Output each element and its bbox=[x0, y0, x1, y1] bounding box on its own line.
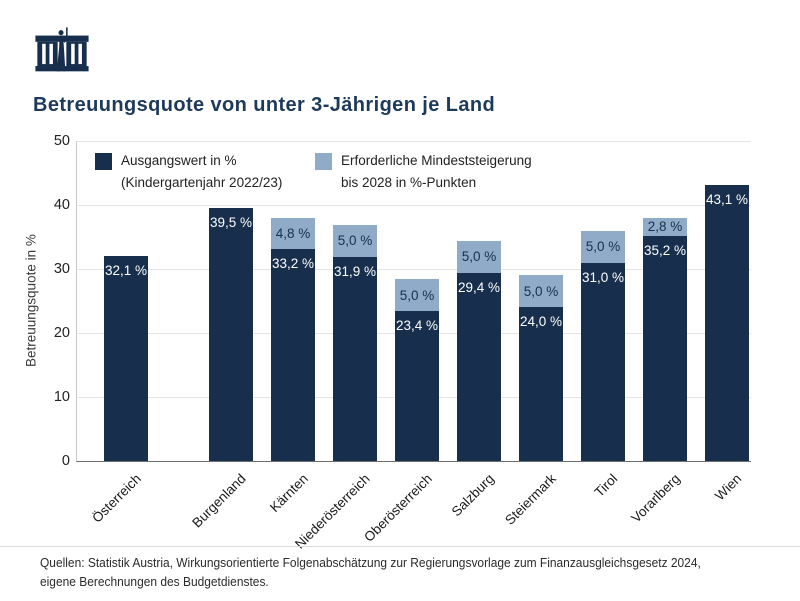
bar-segment-base: 23,4 % bbox=[395, 311, 439, 461]
bar-value-label-increase: 5,0 % bbox=[399, 287, 435, 303]
y-axis-ticks: 0 10 20 30 40 50 bbox=[0, 133, 70, 471]
bar-segment-increase: 5,0 % bbox=[519, 275, 563, 308]
y-tick-label: 10 bbox=[53, 389, 70, 405]
bar-value-label-increase: 5,0 % bbox=[523, 283, 559, 299]
bar-segment-increase: 4,8 % bbox=[271, 217, 315, 249]
bar-value-label-base: 33,2 % bbox=[271, 255, 315, 271]
bar-segment-base: 43,1 % bbox=[705, 185, 749, 461]
bar-group-burgenland: 39,5 % bbox=[209, 208, 253, 461]
legend-swatch-light bbox=[315, 153, 332, 170]
bar-value-label-base: 23,4 % bbox=[395, 318, 439, 334]
bar-segment-base: 33,2 % bbox=[271, 248, 315, 461]
plot-area: 32,1 % 39,5 % 4,8 % 33,2 % 5,0 % 31,9 % 5,0 % 2… bbox=[76, 140, 751, 462]
legend-item-increase: Erforderliche Mindeststeigerung bis 2028… bbox=[315, 150, 532, 194]
x-category-label: Österreich bbox=[88, 471, 144, 526]
bar-segment-base: 32,1 % bbox=[104, 255, 148, 461]
bar-value-label-increase: 5,0 % bbox=[461, 249, 497, 265]
legend-label-increase: Erforderliche Mindeststeigerung bis 2028… bbox=[341, 153, 532, 190]
parliament-logo-icon bbox=[35, 27, 89, 72]
bar-group-steiermark: 5,0 % 24,0 % bbox=[519, 275, 563, 461]
bar-value-label-increase: 5,0 % bbox=[337, 233, 373, 249]
x-category-label: Steiermark bbox=[501, 471, 559, 528]
bar-segment-base: 31,9 % bbox=[333, 256, 377, 461]
source-line-2: eigene Berechnungen des Budgetdienstes. bbox=[40, 574, 269, 589]
gridline bbox=[77, 140, 751, 142]
legend-swatch-dark bbox=[95, 153, 112, 170]
bar-group-wien: 43,1 % bbox=[705, 185, 749, 461]
bar-segment-increase: 2,8 % bbox=[643, 217, 687, 236]
source-note: Quellen: Statistik Austria, Wirkungsorie… bbox=[40, 553, 794, 591]
legend-item-base: Ausgangswert in % (Kindergartenjahr 2022… bbox=[95, 150, 282, 194]
bar-segment-increase: 5,0 % bbox=[581, 230, 625, 263]
legend-label-base: Ausgangswert in % (Kindergartenjahr 2022… bbox=[121, 153, 283, 190]
bar-value-label-increase: 5,0 % bbox=[585, 239, 621, 255]
y-tick-label: 20 bbox=[53, 325, 70, 341]
y-tick-label: 0 bbox=[61, 453, 70, 469]
bar-group-vorarlberg: 2,8 % 35,2 % bbox=[643, 217, 687, 461]
y-tick-label: 40 bbox=[53, 197, 70, 213]
bar-group-tirol: 5,0 % 31,0 % bbox=[581, 230, 625, 461]
bar-segment-increase: 5,0 % bbox=[395, 279, 439, 312]
footer-divider bbox=[0, 546, 800, 547]
y-tick-label: 30 bbox=[53, 261, 70, 277]
bar-value-label-base: 35,2 % bbox=[643, 242, 687, 258]
gridline bbox=[77, 204, 751, 206]
bar-value-label-base: 29,4 % bbox=[457, 279, 501, 295]
x-category-label: Salzburg bbox=[448, 471, 497, 520]
bar-value-label-increase: 4,8 % bbox=[275, 225, 311, 241]
bar-value-label-base: 43,1 % bbox=[705, 192, 749, 208]
bar-value-label-increase: 2,8 % bbox=[647, 219, 683, 235]
bar-segment-base: 39,5 % bbox=[209, 208, 253, 461]
bar-group-österreich: 32,1 % bbox=[104, 255, 148, 461]
bar-value-label-base: 31,0 % bbox=[581, 269, 625, 285]
bar-segment-base: 29,4 % bbox=[457, 272, 501, 461]
x-category-label: Tirol bbox=[591, 471, 621, 500]
bar-segment-base: 24,0 % bbox=[519, 307, 563, 461]
bar-segment-increase: 5,0 % bbox=[457, 240, 501, 273]
page-title: Betreuungsquote von unter 3-Jährigen je … bbox=[33, 94, 496, 116]
bar-group-oberösterreich: 5,0 % 23,4 % bbox=[395, 279, 439, 461]
x-axis-labels: Österreich Burgenland Kärnten Niederösterre… bbox=[76, 461, 750, 552]
source-line-1: Quellen: Statistik Austria, Wirkungsorie… bbox=[40, 555, 701, 570]
bar-segment-base: 35,2 % bbox=[643, 235, 687, 461]
bar-value-label-base: 32,1 % bbox=[104, 262, 148, 278]
x-category-label: Kärnten bbox=[266, 471, 311, 516]
x-category-label: Wien bbox=[712, 471, 745, 504]
y-tick-label: 50 bbox=[53, 133, 70, 149]
bar-group-niederösterreich: 5,0 % 31,9 % bbox=[333, 224, 377, 461]
bar-value-label-base: 24,0 % bbox=[519, 314, 563, 330]
bar-value-label-base: 39,5 % bbox=[209, 215, 253, 231]
bar-segment-increase: 5,0 % bbox=[333, 224, 377, 257]
x-category-label: Burgenland bbox=[189, 471, 249, 531]
bar-group-kärnten: 4,8 % 33,2 % bbox=[271, 217, 315, 461]
gridline bbox=[77, 268, 751, 270]
bar-segment-base: 31,0 % bbox=[581, 262, 625, 461]
bar-value-label-base: 31,9 % bbox=[333, 263, 377, 279]
x-category-label: Vorarlberg bbox=[627, 471, 683, 526]
bar-group-salzburg: 5,0 % 29,4 % bbox=[457, 240, 501, 461]
